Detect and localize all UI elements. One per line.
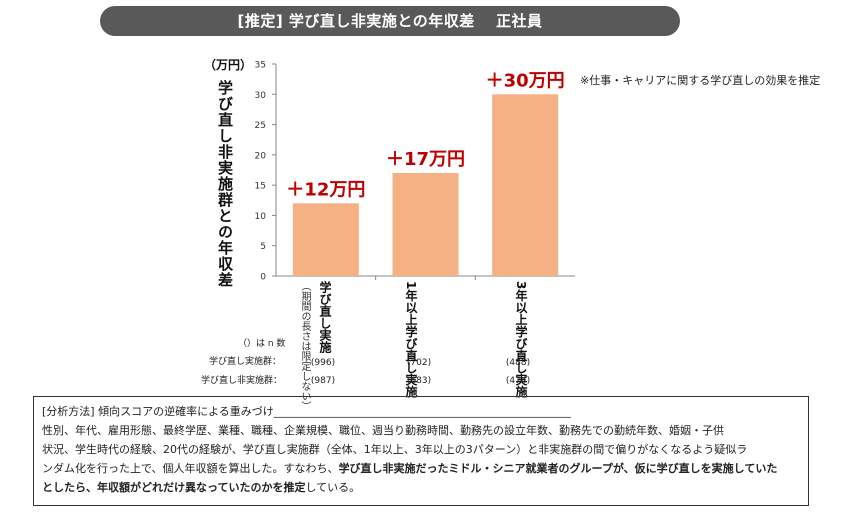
- chart-title: [推定] 学び直し非実施との年収差 正社員: [100, 6, 680, 36]
- y-tick-label: 5: [260, 242, 266, 252]
- method-line-3-bold: 学び直し非実施だったミドル・シニア就業者のグループが、仮に学び直しを実施していた: [338, 462, 778, 475]
- n-row1-label: 学び直し実施群：: [209, 357, 282, 367]
- y-tick-label: 35: [255, 61, 266, 71]
- bar-data-label: ＋30万円: [486, 70, 565, 91]
- y-tick-label: 25: [255, 121, 266, 131]
- bar-chart: 0 5 10 15 20 25 30 35 ＋12万円 ＋17万円 ＋30万円: [255, 61, 575, 283]
- y-tick-label: 0: [260, 273, 266, 283]
- bar: [292, 203, 359, 276]
- y-tick-label: 30: [255, 91, 267, 101]
- method-line-3: ンダム化を行った上で、個人年収額を算出した。すなわち、学び直し非実施だったミドル…: [42, 459, 800, 478]
- method-line-4: としたら、年収額がどれだけ異なっていたのかを推定している。: [42, 478, 800, 497]
- n-row2-label: 学び直し非実施群：: [201, 376, 283, 386]
- y-axis-unit: （万円）: [204, 58, 253, 72]
- category-label-1: 学び直し実施: [318, 281, 332, 353]
- y-tick-label: 10: [255, 212, 267, 222]
- n-row1-value-2: (702): [406, 358, 432, 368]
- y-tick-label: 15: [255, 182, 266, 192]
- n-row1-value-1: (996): [310, 358, 336, 368]
- n-row2-value-1: (987): [310, 376, 336, 386]
- category-label-2: 1年以上学び直し実施: [404, 281, 418, 398]
- method-line-3-plain: ンダム化を行った上で、個人年収額を算出した。すなわち、: [42, 462, 339, 475]
- bar-data-label: ＋17万円: [386, 149, 465, 170]
- n-row2-value-2: (683): [406, 376, 432, 386]
- method-heading-text: [分析方法] 傾向スコアの逆確率による重みづけ: [42, 405, 274, 418]
- category-label-3: 3年以上学び直し実施: [514, 281, 528, 398]
- n-row2-value-3: (474): [505, 376, 531, 386]
- bar: [492, 94, 559, 277]
- method-heading: [分析方法] 傾向スコアの逆確率による重みづけ_________________…: [42, 405, 571, 418]
- bar-data-label: ＋12万円: [286, 179, 365, 200]
- category-sublabel-1: （期間の長さは限定しない）: [299, 281, 310, 411]
- method-line-2: 状況、学生時代の経験、20代の経験が、学び直し実施群（全体、1年以上、3年以上の…: [42, 443, 748, 456]
- y-axis-label: 学び直し非実施群との年収差: [216, 80, 234, 288]
- y-tick-label: 20: [255, 151, 267, 161]
- n-caption: （）は n 数: [238, 339, 286, 349]
- footnote: ※仕事・キャリアに関する学び直しの効果を推定: [580, 74, 821, 87]
- method-line-1: 性別、年代、雇用形態、最終学歴、業種、職種、企業規模、職位、週当り勤務時間、勤務…: [42, 424, 724, 437]
- method-line-4-bold: としたら、年収額がどれだけ異なっていたのかを推定: [42, 481, 306, 494]
- bar: [392, 173, 459, 276]
- n-row1-value-3: (488): [505, 358, 531, 368]
- method-line-4-plain: している。: [305, 481, 361, 494]
- analysis-method-box: [分析方法] 傾向スコアの逆確率による重みづけ_________________…: [33, 396, 809, 506]
